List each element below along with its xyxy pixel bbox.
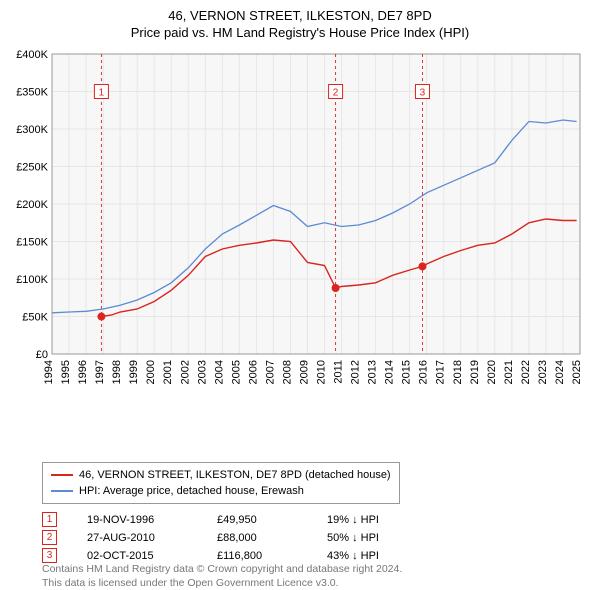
marker-delta-2: 50% ↓ HPI <box>327 532 379 544</box>
svg-text:2012: 2012 <box>350 360 362 384</box>
marker-delta-3: 43% ↓ HPI <box>327 550 379 562</box>
svg-text:2002: 2002 <box>179 360 191 384</box>
chart-area: £0 £50K £100K £150K £200K £250K £300K £350K £400… <box>10 46 590 441</box>
svg-text:£350K: £350K <box>16 87 48 99</box>
svg-text:2021: 2021 <box>503 360 515 384</box>
marker-price-1: £49,950 <box>217 514 297 526</box>
svg-text:£50K: £50K <box>22 312 48 324</box>
svg-text:2015: 2015 <box>401 360 413 384</box>
svg-text:2011: 2011 <box>333 360 345 384</box>
marker-delta-1: 19% ↓ HPI <box>327 514 379 526</box>
svg-text:2022: 2022 <box>520 360 532 384</box>
svg-text:£250K: £250K <box>16 162 48 174</box>
marker-table: 1 19-NOV-1996 £49,950 19% ↓ HPI 2 27-AUG… <box>42 509 379 566</box>
footer: Contains HM Land Registry data © Crown c… <box>42 562 402 590</box>
marker-row-3: 3 02-OCT-2015 £116,800 43% ↓ HPI <box>42 548 379 563</box>
legend-row-property: 46, VERNON STREET, ILKESTON, DE7 8PD (de… <box>51 467 391 483</box>
svg-text:£300K: £300K <box>16 124 48 136</box>
legend-box: 46, VERNON STREET, ILKESTON, DE7 8PD (de… <box>42 462 400 504</box>
footer-line2: This data is licensed under the Open Gov… <box>42 576 402 590</box>
legend-row-hpi: HPI: Average price, detached house, Erew… <box>51 483 391 499</box>
svg-text:1995: 1995 <box>60 360 72 384</box>
svg-text:1998: 1998 <box>111 360 123 384</box>
svg-text:1996: 1996 <box>77 360 89 384</box>
marker-price-3: £116,800 <box>217 550 297 562</box>
svg-text:2004: 2004 <box>213 360 225 384</box>
legend-label-property: 46, VERNON STREET, ILKESTON, DE7 8PD (de… <box>79 467 391 483</box>
chart-title: 46, VERNON STREET, ILKESTON, DE7 8PD <box>10 8 590 23</box>
svg-text:2009: 2009 <box>298 360 310 384</box>
marker-row-2: 2 27-AUG-2010 £88,000 50% ↓ HPI <box>42 530 379 545</box>
legend-label-hpi: HPI: Average price, detached house, Erew… <box>79 483 304 499</box>
svg-text:2024: 2024 <box>554 360 566 384</box>
svg-text:2000: 2000 <box>145 360 157 384</box>
marker-row-1: 1 19-NOV-1996 £49,950 19% ↓ HPI <box>42 512 379 527</box>
svg-text:£200K: £200K <box>16 199 48 211</box>
svg-text:£0: £0 <box>36 349 48 361</box>
svg-text:2013: 2013 <box>367 360 379 384</box>
footer-line1: Contains HM Land Registry data © Crown c… <box>42 562 402 576</box>
marker-date-2: 27-AUG-2010 <box>87 532 187 544</box>
svg-text:2005: 2005 <box>230 360 242 384</box>
svg-text:2023: 2023 <box>537 360 549 384</box>
marker-badge-2: 2 <box>42 530 57 545</box>
svg-text:2025: 2025 <box>571 360 583 384</box>
svg-text:2016: 2016 <box>418 360 430 384</box>
svg-text:1: 1 <box>99 88 105 99</box>
legend-swatch-hpi <box>51 490 73 492</box>
legend-swatch-property <box>51 474 73 476</box>
svg-text:2006: 2006 <box>247 360 259 384</box>
svg-text:£100K: £100K <box>16 274 48 286</box>
svg-text:1997: 1997 <box>94 360 106 384</box>
svg-text:£400K: £400K <box>16 49 48 61</box>
svg-text:2001: 2001 <box>162 360 174 384</box>
marker-date-1: 19-NOV-1996 <box>87 514 187 526</box>
marker-price-2: £88,000 <box>217 532 297 544</box>
svg-text:3: 3 <box>420 88 426 99</box>
svg-text:2020: 2020 <box>486 360 498 384</box>
svg-text:£150K: £150K <box>16 237 48 249</box>
marker-date-3: 02-OCT-2015 <box>87 550 187 562</box>
svg-text:2010: 2010 <box>316 360 328 384</box>
chart-subtitle: Price paid vs. HM Land Registry's House … <box>10 25 590 40</box>
svg-text:1994: 1994 <box>43 360 55 384</box>
svg-text:2019: 2019 <box>469 360 481 384</box>
svg-text:2007: 2007 <box>264 360 276 384</box>
svg-text:2003: 2003 <box>196 360 208 384</box>
marker-badge-1: 1 <box>42 512 57 527</box>
chart-container: 46, VERNON STREET, ILKESTON, DE7 8PD Pri… <box>0 0 600 590</box>
chart-svg: £0 £50K £100K £150K £200K £250K £300K £350K £400… <box>10 46 590 386</box>
svg-text:2018: 2018 <box>452 360 464 384</box>
svg-text:2014: 2014 <box>384 360 396 384</box>
svg-text:1999: 1999 <box>128 360 140 384</box>
marker-badge-3: 3 <box>42 548 57 563</box>
svg-text:2017: 2017 <box>435 360 447 384</box>
svg-text:2: 2 <box>333 88 339 99</box>
svg-text:2008: 2008 <box>281 360 293 384</box>
